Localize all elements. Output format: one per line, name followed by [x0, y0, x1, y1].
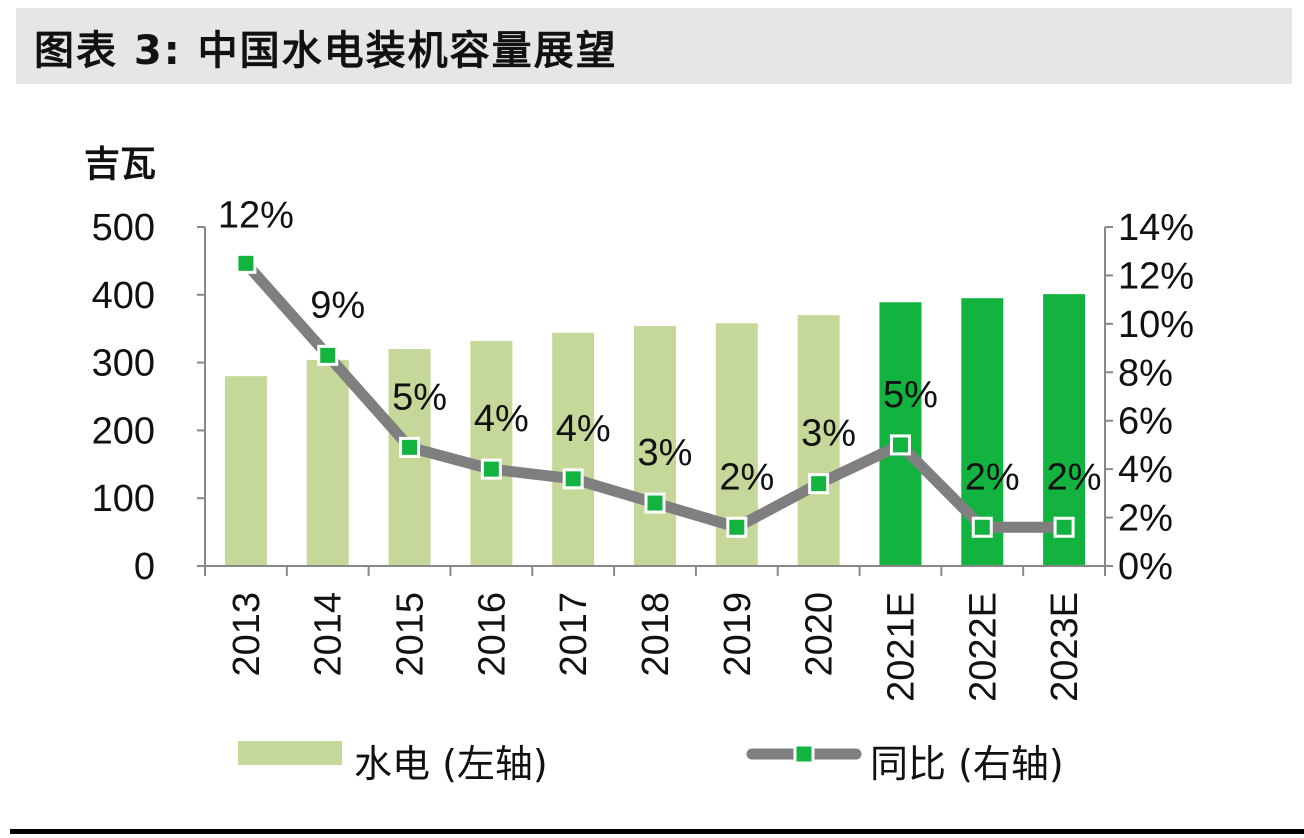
left-tick-label: 400 [92, 275, 155, 317]
x-tick-label: 2023E [1044, 592, 1086, 702]
bar-2016 [470, 340, 513, 566]
data-label-2018: 3% [638, 432, 693, 474]
left-tick-label: 0 [134, 546, 155, 588]
data-label-2021E: 5% [883, 374, 938, 416]
x-tick-label: 2013 [226, 592, 268, 677]
x-tick-label: 2016 [471, 592, 513, 677]
x-tick-label: 2022E [962, 592, 1004, 702]
legend-marker-swatch [793, 743, 815, 765]
yoy-marker-2015 [399, 436, 421, 458]
yoy-marker-2014 [317, 344, 339, 366]
yoy-marker-2016 [480, 458, 502, 480]
data-label-2023E: 2% [1047, 456, 1102, 498]
x-tick-label: 2015 [390, 592, 432, 677]
x-tick-label: 2021E [880, 592, 922, 702]
data-label-2019: 2% [719, 456, 774, 498]
bar-2021E [879, 302, 922, 566]
left-tick-label: 300 [92, 343, 155, 385]
yoy-marker-2017 [562, 468, 584, 490]
data-label-2015: 5% [392, 376, 447, 418]
bar-2013 [224, 376, 267, 566]
x-tick-label: 2014 [308, 592, 350, 677]
right-tick-label: 12% [1118, 255, 1194, 297]
right-tick-label: 2% [1118, 498, 1173, 540]
left-tick-label: 200 [92, 410, 155, 452]
data-label-2017: 4% [556, 408, 611, 450]
bottom-divider [10, 829, 1304, 834]
yoy-marker-2019 [726, 516, 748, 538]
data-label-2022E: 2% [965, 456, 1020, 498]
bar-2020 [797, 315, 840, 566]
right-tick-label: 6% [1118, 401, 1173, 443]
x-tick-label: 2019 [717, 592, 759, 677]
yoy-marker-2018 [644, 492, 666, 514]
yoy-marker-2023E [1053, 516, 1075, 538]
right-tick-label: 10% [1118, 304, 1194, 346]
left-axis-label: 吉瓦 [84, 144, 156, 185]
x-tick-label: 2017 [553, 592, 595, 677]
left-tick-label: 100 [92, 478, 155, 520]
title-bar [16, 8, 1292, 84]
x-tick-label: 2018 [635, 592, 677, 677]
data-label-2014: 9% [310, 284, 365, 326]
x-tick-label: 2020 [799, 592, 841, 677]
yoy-marker-2020 [808, 473, 830, 495]
yoy-marker-2022E [971, 516, 993, 538]
right-tick-label: 8% [1118, 352, 1173, 394]
yoy-marker-2013 [235, 252, 257, 274]
right-tick-label: 0% [1118, 546, 1173, 588]
data-label-2020: 3% [801, 413, 856, 455]
yoy-marker-2021E [889, 434, 911, 456]
bar-2014 [306, 359, 349, 566]
bar-2017 [552, 332, 595, 566]
data-label-2013: 12% [218, 194, 294, 236]
chart-title: 图表 3: 中国水电装机容量展望 [34, 28, 618, 74]
left-tick-label: 500 [92, 207, 155, 249]
right-tick-label: 4% [1118, 449, 1173, 491]
right-tick-label: 14% [1118, 207, 1194, 249]
legend-bar-swatch [238, 741, 342, 765]
legend-line-label: 同比 (右轴) [870, 742, 1064, 786]
legend-bar-label: 水电 (左轴) [354, 742, 548, 786]
data-label-2016: 4% [474, 398, 529, 440]
bar-2018 [634, 325, 676, 566]
